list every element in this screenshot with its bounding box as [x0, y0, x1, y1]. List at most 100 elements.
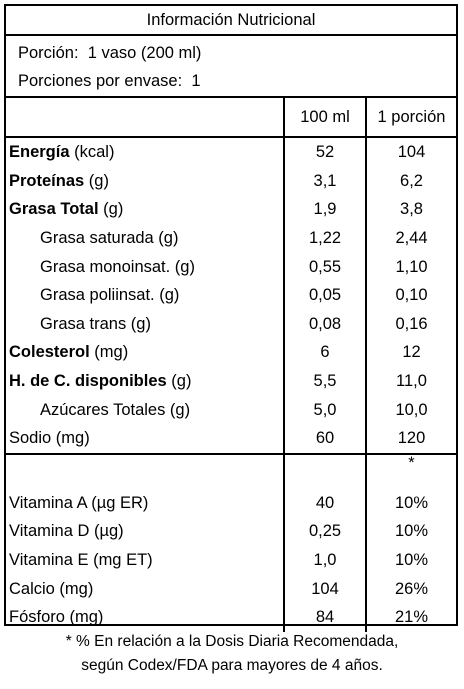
per-pack-label: Porciones por envase:: [18, 72, 183, 90]
header-blank: [6, 98, 284, 138]
nutrient-name: Proteínas: [9, 171, 85, 190]
nutrient-row: Grasa trans (g) 0,08 0,16: [6, 309, 456, 339]
vitamin-label: Vitamina D (µg): [9, 522, 124, 541]
nutrient-label: Grasa poliinsat. (g): [6, 281, 284, 310]
vitamin-row: Vitamina A (µg ER) 40 10%: [6, 488, 456, 518]
footnote-line-2: según Codex/FDA para mayores de 4 años.: [81, 657, 383, 674]
nutrient-unit: Grasa trans (g): [40, 314, 151, 333]
portion-line: Porción: 1 vaso (200 ml): [18, 39, 456, 67]
star-blank-100ml: [283, 453, 366, 489]
nutrient-name: H. de C. disponibles: [9, 372, 167, 391]
value-per-100ml: 40: [283, 488, 366, 518]
nutrient-unit: (g): [84, 171, 109, 190]
vitamin-row: Fósforo (mg) 84 21%: [6, 602, 456, 632]
value-per-100ml: 104: [283, 574, 366, 603]
value-per-portion: 6,2: [365, 166, 456, 196]
vitamin-row: Vitamina E (mg ET) 1,0 10%: [6, 545, 456, 575]
header-per-100ml: 100 ml: [283, 98, 366, 138]
vitamin-row: Calcio (mg) 104 26%: [6, 574, 456, 603]
value-percent: 10%: [365, 545, 456, 575]
nutrition-table: 100 ml 1 porción Energía (kcal) 52 104 P…: [6, 98, 456, 632]
value-per-100ml: 0,05: [283, 280, 366, 310]
per-pack-value: 1: [191, 72, 201, 90]
value-per-100ml: 5,0: [283, 395, 366, 424]
value-per-100ml: 84: [283, 602, 366, 632]
value-per-100ml: 0,08: [283, 309, 366, 339]
nutrient-label: H. de C. disponibles (g): [6, 367, 284, 396]
nutrient-unit: Grasa monoinsat. (g): [40, 257, 195, 276]
per-pack-line: Porciones por envase: 1: [18, 67, 456, 95]
nutrient-name: Colesterol: [9, 343, 90, 362]
nutrient-name: Energía: [9, 143, 70, 162]
value-per-100ml: 0,55: [283, 252, 366, 281]
nutrient-row: H. de C. disponibles (g) 5,5 11,0: [6, 366, 456, 396]
column-header-row: 100 ml 1 porción: [6, 98, 456, 138]
value-per-100ml: 6: [283, 338, 366, 367]
value-per-100ml: 5,5: [283, 366, 366, 396]
nutrient-label: Grasa saturada (g): [6, 224, 284, 253]
nutrient-label: Grasa Total (g): [6, 195, 284, 224]
nutrient-label: Azúcares Totales (g): [6, 395, 284, 424]
nutrient-label: Proteínas (g): [6, 167, 284, 196]
value-per-portion: 0,16: [365, 309, 456, 339]
value-percent: 26%: [365, 574, 456, 603]
value-percent: 10%: [365, 488, 456, 518]
footnote: * % En relación a la Dosis Diaria Recome…: [0, 630, 464, 678]
nutrient-row: Grasa Total (g) 1,9 3,8: [6, 195, 456, 224]
value-per-portion: 104: [365, 137, 456, 167]
value-per-portion: 10,0: [365, 395, 456, 424]
nutrient-unit: Azúcares Totales (g): [40, 400, 191, 419]
vitamin-label: Vitamina A (µg ER): [9, 493, 149, 512]
nutrient-row: Colesterol (mg) 6 12: [6, 338, 456, 367]
nutrient-unit: (mg): [89, 343, 129, 362]
serving-info: Porción: 1 vaso (200 ml) Porciones por e…: [6, 36, 456, 98]
value-per-portion: 11,0: [365, 366, 456, 396]
nutrient-row: Azúcares Totales (g) 5,0 10,0: [6, 395, 456, 424]
star-marker: *: [365, 453, 456, 489]
nutrient-unit: (g): [98, 200, 124, 219]
value-per-portion: 2,44: [365, 223, 456, 253]
star-marker-row: *: [6, 453, 456, 489]
nutrient-unit: Sodio (mg): [9, 429, 90, 448]
value-per-100ml: 60: [283, 423, 366, 455]
nutrient-row: Energía (kcal) 52 104: [6, 137, 456, 167]
value-per-100ml: 1,0: [283, 545, 366, 575]
value-per-portion: 0,10: [365, 280, 456, 310]
nutrient-row: Grasa saturada (g) 1,22 2,44: [6, 223, 456, 253]
nutrient-label: Grasa trans (g): [6, 310, 284, 339]
nutrient-row: Proteínas (g) 3,1 6,2: [6, 166, 456, 196]
vitamin-label: Fósforo (mg): [9, 608, 104, 627]
value-per-100ml: 0,25: [283, 517, 366, 546]
nutrient-unit: (kcal): [69, 143, 115, 162]
nutrient-name: Grasa Total: [9, 200, 99, 219]
star-blank: [6, 454, 284, 489]
nutrient-row: Grasa monoinsat. (g) 0,55 1,10: [6, 252, 456, 281]
nutrient-label: Grasa monoinsat. (g): [6, 252, 284, 281]
portion-label: Porción:: [18, 44, 79, 62]
nutrition-facts-panel: Información Nutricional Porción: 1 vaso …: [4, 4, 458, 632]
value-per-100ml: 1,22: [283, 223, 366, 253]
value-per-100ml: 3,1: [283, 166, 366, 196]
nutrient-row: Grasa poliinsat. (g) 0,05 0,10: [6, 280, 456, 310]
vitamin-label: Calcio (mg): [9, 579, 94, 598]
value-percent: 10%: [365, 517, 456, 546]
vitamin-row: Vitamina D (µg) 0,25 10%: [6, 517, 456, 546]
value-per-100ml: 52: [283, 137, 366, 167]
value-per-100ml: 1,9: [283, 195, 366, 224]
value-per-portion: 12: [365, 338, 456, 367]
value-per-portion: 3,8: [365, 195, 456, 224]
table-title: Información Nutricional: [6, 6, 456, 36]
nutrient-label: Sodio (mg): [6, 423, 284, 455]
nutrient-label: Energía (kcal): [6, 137, 284, 167]
header-per-portion: 1 porción: [365, 98, 456, 138]
nutrient-unit: Grasa poliinsat. (g): [40, 286, 180, 305]
nutrient-unit: Grasa saturada (g): [40, 229, 179, 248]
nutrient-label: Colesterol (mg): [6, 338, 284, 367]
nutrient-unit: (g): [166, 372, 192, 391]
value-percent: 21%: [365, 602, 456, 632]
value-per-portion: 120: [365, 423, 456, 455]
nutrient-row: Sodio (mg) 60 120: [6, 423, 456, 455]
footnote-line-1: * % En relación a la Dosis Diaria Recome…: [65, 633, 399, 650]
value-per-portion: 1,10: [365, 252, 456, 281]
vitamin-label: Vitamina E (mg ET): [9, 551, 153, 570]
